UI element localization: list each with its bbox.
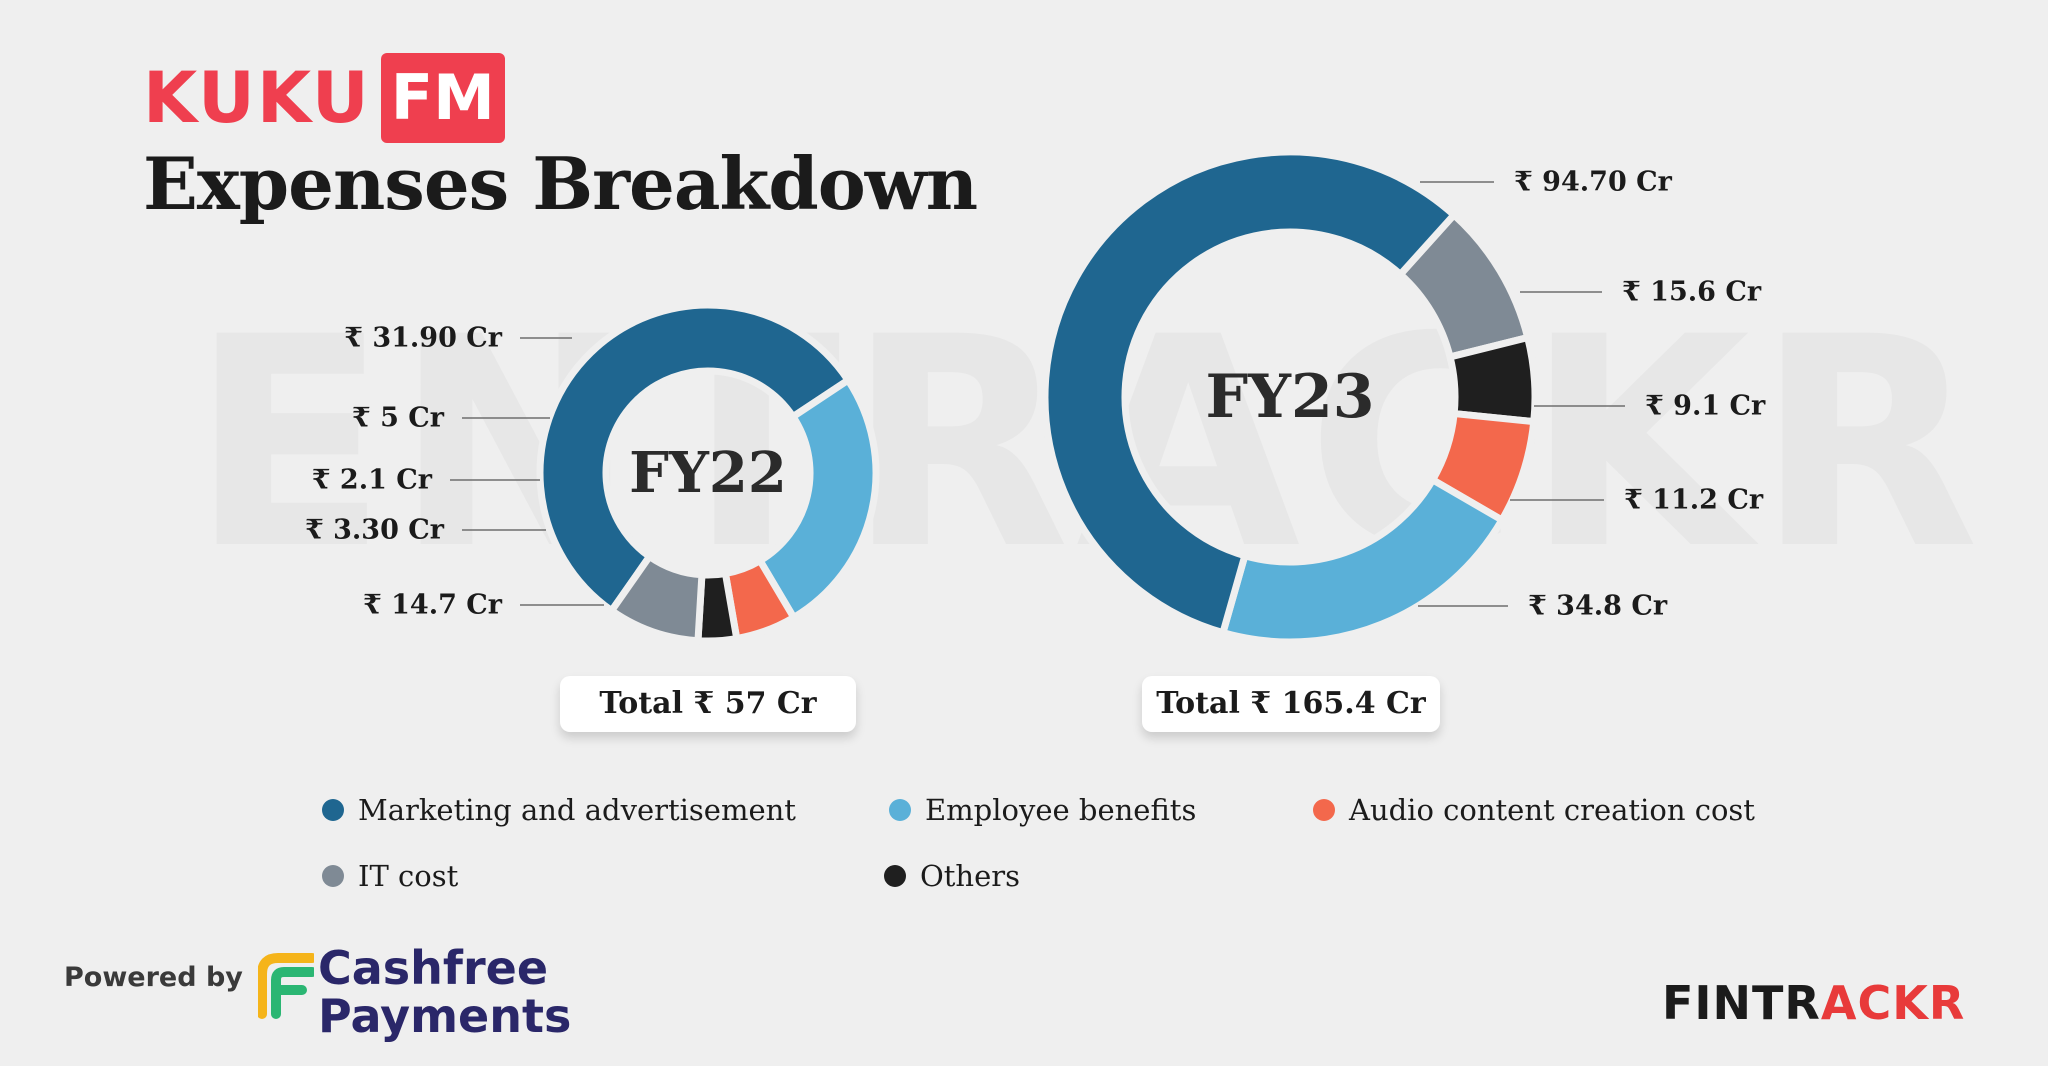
logo-text-fm: FM [380, 53, 505, 143]
powered-by-label: Powered by [64, 962, 243, 993]
fintrackr-logo: FINTRACKR [1662, 976, 1965, 1030]
slice-value-label: ₹ 2.1 Cr [312, 465, 433, 496]
slice-value-label: ₹ 3.30 Cr [305, 515, 445, 546]
slice-value-label: ₹ 15.6 Cr [1622, 277, 1762, 308]
donut-center-label: FY22 [629, 440, 787, 506]
donut-slice [755, 375, 880, 623]
legend-label-it: IT cost [358, 859, 459, 893]
legend-item-it: IT cost [322, 859, 458, 893]
cashfree-text-line2: Payments [318, 989, 572, 1043]
slice-value-label: ₹ 9.1 Cr [1645, 391, 1766, 422]
legend-label-employee: Employee benefits [925, 793, 1197, 827]
legend-item-others: Others [884, 859, 1020, 893]
fy23-total-label: Total ₹ 165.4 Cr [1156, 686, 1426, 721]
fy22-total-box: Total ₹ 57 Cr [560, 676, 856, 732]
slice-value-label: ₹ 5 Cr [352, 403, 445, 434]
legend-label-audio: Audio content creation cost [1349, 793, 1755, 827]
donut-slice [1041, 148, 1459, 637]
slice-value-label: ₹ 34.8 Cr [1528, 591, 1668, 622]
donut-center-label: FY23 [1206, 362, 1375, 432]
legend-item-audio: Audio content creation cost [1313, 793, 1755, 827]
legend-label-others: Others [920, 859, 1021, 893]
kukufm-logo: KUKU FM [143, 52, 505, 144]
legend-dot-employee [889, 799, 911, 821]
cashfree-text-line1: Cashfree [318, 941, 549, 995]
slice-value-label: ₹ 11.2 Cr [1624, 485, 1764, 516]
cashfree-logo-text: Cashfree Payments [318, 944, 571, 1040]
page-title: Expenses Breakdown [143, 141, 978, 226]
cashfree-logo-icon [258, 953, 314, 1019]
fy22-total-label: Total ₹ 57 Cr [599, 686, 817, 721]
fintrackr-logo-part1: FINTR [1662, 976, 1821, 1030]
slice-value-label: ₹ 94.70 Cr [1514, 167, 1673, 198]
donut-slice [536, 301, 853, 616]
logo-text-kuku: KUKU [143, 57, 371, 139]
donut-slice [606, 551, 706, 645]
slice-value-label: ₹ 31.90 Cr [344, 323, 503, 354]
legend-item-employee: Employee benefits [889, 793, 1196, 827]
legend-item-marketing: Marketing and advertisement [322, 793, 796, 827]
donut-slice [1218, 475, 1507, 646]
legend-dot-it [322, 865, 344, 887]
legend-dot-others [884, 865, 906, 887]
slice-value-label: ₹ 14.7 Cr [363, 590, 503, 621]
fy23-total-box: Total ₹ 165.4 Cr [1142, 676, 1440, 732]
legend-dot-marketing [322, 799, 344, 821]
legend-dot-audio [1313, 799, 1335, 821]
legend-label-marketing: Marketing and advertisement [358, 793, 796, 827]
fintrackr-logo-part2: ACKR [1820, 976, 1966, 1030]
